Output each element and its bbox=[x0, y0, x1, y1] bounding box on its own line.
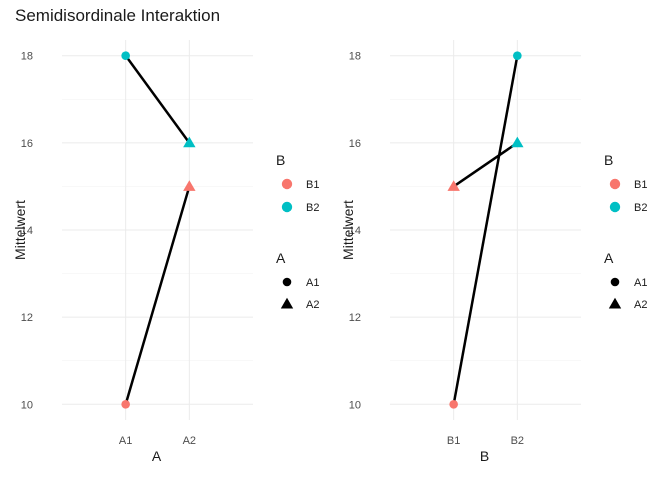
y-tick-label: 16 bbox=[21, 138, 33, 150]
legend-key-B2 bbox=[281, 201, 293, 213]
y-tick-label: 14 bbox=[349, 225, 361, 237]
data-point-A2-16 bbox=[183, 136, 196, 148]
x-tick-label: A2 bbox=[183, 435, 196, 447]
legend-label-B2: B2 bbox=[306, 202, 319, 214]
legend-title-color: B bbox=[276, 152, 285, 168]
series-line-B1 bbox=[124, 186, 191, 405]
y-tick-label: 10 bbox=[349, 399, 361, 411]
y-tick-label: 12 bbox=[21, 312, 33, 324]
data-point-A1-10 bbox=[121, 400, 130, 409]
chart-title: Semidisordinale Interaktion bbox=[15, 6, 220, 25]
legend-label-A2: A2 bbox=[306, 299, 319, 311]
y-axis-title: Mittelwert bbox=[12, 200, 28, 260]
legend-key-B2 bbox=[609, 201, 621, 213]
data-point-A1-18 bbox=[121, 51, 130, 60]
x-axis-title: B bbox=[480, 448, 489, 464]
y-tick-label: 18 bbox=[349, 51, 361, 63]
y-tick-label: 14 bbox=[21, 225, 33, 237]
legend-key-A2 bbox=[280, 297, 294, 309]
legend-label-B1: B1 bbox=[306, 179, 319, 191]
x-tick-label: B2 bbox=[511, 435, 524, 447]
legend-label-A1: A1 bbox=[634, 277, 647, 289]
legend-title-shape: A bbox=[604, 250, 614, 266]
legend-label-A2: A2 bbox=[634, 299, 647, 311]
y-tick-label: 10 bbox=[21, 399, 33, 411]
legend-label-A1: A1 bbox=[306, 277, 319, 289]
data-point-A2-15 bbox=[183, 180, 196, 191]
x-tick-label: B1 bbox=[447, 435, 460, 447]
y-axis-title: Mittelwert bbox=[340, 200, 356, 260]
legend-label-B2: B2 bbox=[634, 202, 647, 214]
series-line-A2 bbox=[452, 141, 519, 188]
x-axis-title: A bbox=[152, 448, 162, 464]
legend-panel-2: B B1 B2 A A1 A2 bbox=[604, 152, 647, 311]
legend-panel-1: B B1 B2 A A1 A2 bbox=[276, 152, 319, 311]
data-point-B1-15 bbox=[447, 180, 460, 191]
y-tick-label: 12 bbox=[349, 312, 361, 324]
legend-key-A2 bbox=[608, 297, 622, 309]
data-point-B1-10 bbox=[449, 400, 458, 409]
data-point-B2-16 bbox=[511, 136, 524, 148]
series-line-A1 bbox=[452, 55, 519, 405]
legend-key-B1 bbox=[281, 178, 293, 190]
series-line-B2 bbox=[124, 54, 191, 144]
legend-key-A1 bbox=[282, 277, 292, 287]
x-tick-label: A1 bbox=[119, 435, 132, 447]
plot-panel-1: 10 12 14 16 18 A1 A2 A Mittelwert B B1 B2 A A1 A2 bbox=[12, 40, 319, 464]
y-tick-label: 18 bbox=[21, 51, 33, 63]
legend-key-B1 bbox=[609, 178, 621, 190]
legend-key-A1 bbox=[610, 277, 620, 287]
plot-panel-2: 10 12 14 16 18 B1 B2 B Mittelwert B B1 B2 A A1 A2 bbox=[340, 40, 647, 464]
y-tick-label: 16 bbox=[349, 138, 361, 150]
legend-title-color: B bbox=[604, 152, 613, 168]
data-point-B2-18 bbox=[513, 51, 522, 60]
legend-title-shape: A bbox=[276, 250, 286, 266]
legend-label-B1: B1 bbox=[634, 179, 647, 191]
